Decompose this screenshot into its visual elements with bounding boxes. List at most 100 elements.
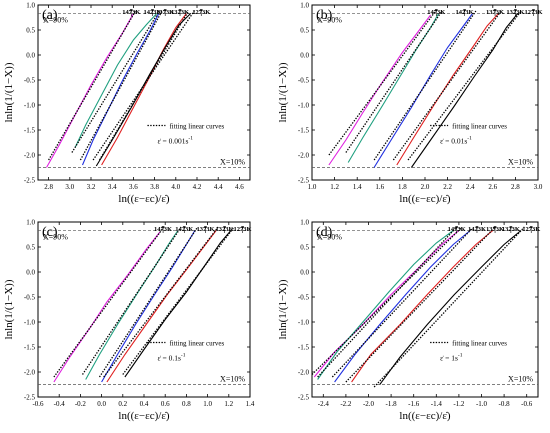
y-tick-label: -1.5 [24, 127, 36, 135]
y-tick-label: 0.0 [300, 52, 309, 60]
y-tick-label: -1.5 [298, 344, 310, 352]
x-tick-label: -0.4 [54, 400, 66, 408]
x-tick-label: -0.2 [75, 400, 87, 408]
x-tick-label: -1.8 [386, 400, 398, 408]
arrow-head [509, 226, 513, 230]
panel-label: (b) [316, 8, 333, 23]
chart-panel-4: -2.4 -2.2 -2.0 -1.8 -1.6 -1.4 -1.2 -1.0 -0.8 -0.6… [277, 219, 540, 423]
x-tick-label: 1.4 [246, 400, 255, 408]
legend-fit-label: fitting linear curves [452, 123, 507, 131]
arrow-head [434, 9, 438, 13]
arrow-head [161, 226, 165, 230]
x-tick-label: 1.2 [330, 183, 339, 191]
ref-label-90: X=90% [43, 15, 68, 24]
fit-line [311, 227, 462, 375]
panel-label: (a) [42, 8, 58, 23]
y-tick-label: -0.5 [24, 294, 36, 302]
arrow-head [493, 9, 497, 13]
series-1423K [347, 13, 440, 163]
y-tick-label: 0.0 [26, 52, 35, 60]
plot-frame [311, 221, 539, 398]
y-tick-label: -1.0 [298, 319, 310, 327]
x-tick-label: 1.0 [308, 183, 317, 191]
y-tick-label: -2.0 [24, 152, 36, 160]
x-tick-label: 1.0 [203, 400, 212, 408]
arrow-head [241, 226, 245, 230]
ref-label-10: X=10% [508, 375, 533, 384]
y-tick-label: 1.0 [300, 219, 309, 227]
x-tick-label: -0.6 [521, 400, 533, 408]
legend-fit-label: fitting linear curves [452, 340, 507, 348]
series-1323K [351, 230, 494, 383]
chart-panel-1: 2.8 3.0 3.2 3.4 3.6 3.8 4.0 4.2 4.4 4.6 -2.5 -2.0 -1… [3, 2, 251, 205]
series-1423K [317, 230, 454, 380]
plot-frame [37, 4, 251, 181]
y-axis-label: lnln(1/(1−X)) [3, 279, 15, 339]
legend-fit-label: fitting linear curves [169, 123, 224, 131]
y-tick-label: 0.0 [300, 269, 309, 277]
x-tick-label: 2.0 [421, 183, 430, 191]
series-1273K [124, 230, 232, 378]
y-tick-label: -2.5 [298, 394, 310, 402]
x-tick-label: 2.8 [511, 183, 520, 191]
ref-label-90: X=90% [317, 232, 342, 241]
arrow-head [129, 9, 133, 13]
y-tick-label: 0.5 [26, 244, 35, 252]
x-tick-label: 3.0 [65, 183, 74, 191]
legend-fit-label: fitting linear curves [169, 340, 224, 348]
x-tick-label: 2.8 [44, 183, 53, 191]
x-tick-label: 3.0 [534, 183, 543, 191]
y-tick-label: 1.0 [26, 219, 35, 227]
x-tick-label: 0.4 [140, 400, 149, 408]
series-1323K [396, 13, 499, 166]
fit-line [53, 227, 164, 378]
panel-label: (d) [316, 225, 333, 240]
y-tick-label: 0.0 [26, 269, 35, 277]
x-tick-label: -1.0 [476, 400, 488, 408]
arrow-head [163, 9, 167, 13]
x-tick-label: -2.2 [340, 400, 352, 408]
fit-line [79, 10, 163, 161]
y-tick-label: -2.5 [24, 394, 36, 402]
x-tick-label: -1.4 [431, 400, 443, 408]
series-1473K [46, 13, 134, 168]
y-axis-label: lnln(1/(1−X)) [3, 62, 15, 122]
fit-line [81, 226, 182, 375]
x-tick-label: 0.8 [182, 400, 191, 408]
y-tick-label: -2.0 [298, 369, 310, 377]
y-tick-label: -0.5 [298, 294, 310, 302]
x-tick-label: 2.4 [466, 183, 475, 191]
x-axis-label: ln((ε−εc)/ε̇) [118, 410, 170, 422]
x-tick-label: 3.2 [87, 183, 96, 191]
x-axis-label: ln((ε−εc)/ε̇) [399, 410, 451, 422]
arrow-head [223, 226, 227, 230]
arrow-head [493, 226, 497, 230]
fit-line [317, 226, 458, 378]
x-tick-label: 4.4 [214, 183, 223, 191]
arrow-head [199, 9, 203, 13]
fit-line [328, 9, 437, 156]
y-tick-label: 0.5 [26, 27, 35, 35]
y-tick-label: -2.0 [24, 369, 36, 377]
fit-line [92, 9, 196, 161]
y-tick-label: -0.5 [298, 77, 310, 85]
strain-rate-label: ε̇ = 0.001s-1 [157, 136, 193, 146]
x-tick-label: -1.6 [408, 400, 420, 408]
ref-label-90: X=90% [317, 15, 342, 24]
y-tick-label: -1.0 [24, 102, 36, 110]
y-tick-label: 1.0 [26, 2, 35, 10]
x-tick-label: -0.6 [32, 400, 44, 408]
chart-panel-2: 1.0 1.2 1.4 1.6 1.8 2.0 2.2 2.4 2.6 2.8 3.0 -2.5 -2.… [277, 2, 543, 206]
fit-line [331, 227, 473, 378]
arrow-head [178, 9, 182, 13]
fit-line [392, 9, 503, 161]
y-tick-label: 1.0 [300, 2, 309, 10]
arrow-head [463, 9, 467, 13]
series-1473K [53, 231, 161, 383]
series-1273K [95, 13, 191, 167]
fit-line [48, 10, 137, 161]
x-tick-label: 1.2 [224, 400, 233, 408]
series-1373K [81, 13, 160, 166]
strain-rate-label: ε̇ = 0.01s-1 [440, 136, 472, 146]
arrow-head [182, 226, 186, 230]
